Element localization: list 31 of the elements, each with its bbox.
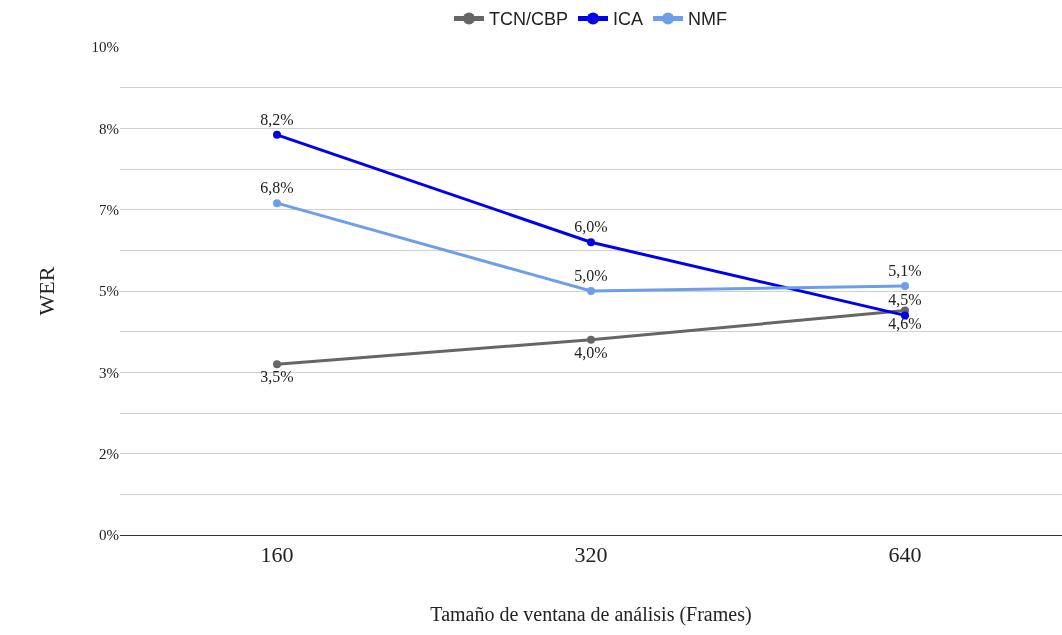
y-axis-title: WER [34,266,60,316]
y-tick-label: 7% [99,201,119,218]
data-label: 3,5% [260,368,294,386]
y-tick-label: 5% [99,283,119,300]
x-tick-label: 320 [574,542,608,568]
data-label: 6,8% [260,179,294,197]
data-label: 8,2% [260,110,294,128]
point [273,199,281,208]
y-tick-label: 0% [99,527,119,544]
data-label: 4,6% [888,314,922,332]
x-tick-label: 160 [260,542,294,568]
y-tick-label: 2% [99,445,119,462]
data-label: 4,5% [888,291,922,309]
point [587,238,595,247]
legend-label: NMF [688,9,728,30]
legend-label: TCN/CBP [489,9,569,30]
y-tick-label: 3% [99,364,119,381]
point [901,282,909,291]
point [587,335,595,344]
data-label: 5,1% [888,262,922,280]
data-label: 5,0% [574,267,608,284]
x-tick-label: 640 [888,542,922,568]
y-tick-label: 8% [99,120,119,137]
data-label: 6,0% [574,218,608,236]
point [273,130,281,139]
y-tick-label: 10% [91,39,119,56]
point [273,360,281,369]
data-label: 4,0% [574,343,608,361]
legend-label: ICA [613,9,644,30]
x-axis-title: Tamaño de ventana de análisis (Frames) [430,602,752,626]
point [587,287,595,295]
